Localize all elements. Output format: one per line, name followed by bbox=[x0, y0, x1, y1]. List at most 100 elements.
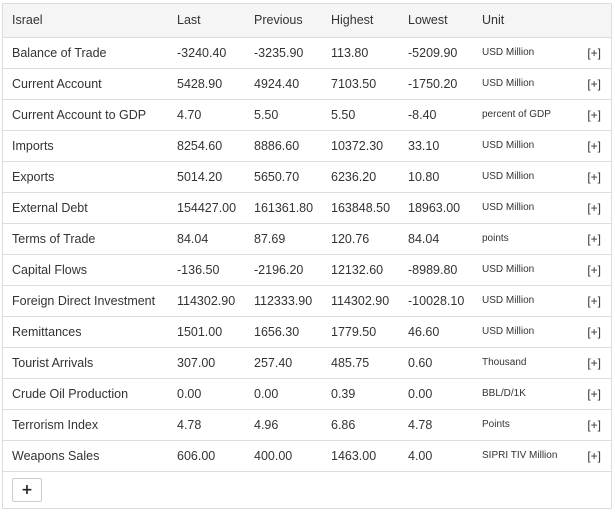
highest-value: 485.75 bbox=[322, 346, 399, 378]
unit-label: percent of GDP bbox=[473, 98, 561, 130]
expand-row-button[interactable]: [+] bbox=[561, 160, 611, 192]
lowest-value: 33.10 bbox=[399, 129, 473, 161]
unit-label: USD Million bbox=[473, 160, 561, 192]
expand-row-button[interactable]: [+] bbox=[561, 284, 611, 316]
previous-value: 257.40 bbox=[245, 346, 322, 378]
lowest-value: 46.60 bbox=[399, 315, 473, 347]
last-value: 154427.00 bbox=[168, 191, 245, 223]
highest-value: 6.86 bbox=[322, 408, 399, 440]
highest-value: 5.50 bbox=[322, 98, 399, 130]
header-last: Last bbox=[168, 4, 245, 38]
indicator-name[interactable]: Balance of Trade bbox=[12, 45, 107, 60]
unit-label: BBL/D/1K bbox=[473, 377, 561, 409]
previous-value: 400.00 bbox=[245, 439, 322, 471]
indicator-name[interactable]: Current Account bbox=[3, 67, 168, 99]
indicator-name[interactable]: Crude Oil Production bbox=[3, 377, 168, 409]
indicator-name[interactable]: Tourist Arrivals bbox=[3, 346, 168, 378]
header-previous: Previous bbox=[245, 4, 322, 38]
table-row: Current Account 5428.90 4924.40 7103.50 -175… bbox=[3, 67, 611, 99]
indicator-name[interactable]: Terrorism Index bbox=[3, 408, 168, 440]
lowest-value: -8.40 bbox=[399, 98, 473, 130]
lowest-value: 10.80 bbox=[399, 160, 473, 192]
expand-row-button[interactable]: [+] bbox=[561, 98, 611, 130]
lowest-value: 18963.00 bbox=[399, 191, 473, 223]
table-header-row: Israel Last Previous Highest Lowest Unit bbox=[3, 4, 611, 38]
indicator-name[interactable]: Weapons Sales bbox=[3, 439, 168, 471]
unit-label: USD Million bbox=[473, 129, 561, 161]
previous-value: 1656.30 bbox=[245, 315, 322, 347]
expand-row-button[interactable]: [+] bbox=[561, 439, 611, 471]
last-value: 5014.20 bbox=[168, 160, 245, 192]
table-row: Exports 5014.20 5650.70 6236.20 10.80 USD Mil… bbox=[3, 160, 611, 192]
indicator-name[interactable]: Terms of Trade bbox=[3, 222, 168, 254]
expand-row-button[interactable]: [+] bbox=[561, 253, 611, 285]
highest-value: 7103.50 bbox=[322, 67, 399, 99]
last-value: 4.78 bbox=[168, 408, 245, 440]
unit-label: points bbox=[473, 222, 561, 254]
unit-label: USD Million bbox=[482, 47, 535, 58]
highest-value: 1463.00 bbox=[322, 439, 399, 471]
table-row: Capital Flows -136.50 -2196.20 12132.60 -898… bbox=[3, 253, 611, 285]
highest-value: 0.39 bbox=[322, 377, 399, 409]
table-row: Crude Oil Production 0.00 0.00 0.39 0.00 BBL/… bbox=[3, 377, 611, 409]
indicators-table: Israel Last Previous Highest Lowest Unit… bbox=[3, 4, 611, 471]
expand-row-button[interactable]: [+] bbox=[561, 346, 611, 378]
last-value: 307.00 bbox=[168, 346, 245, 378]
header-expand bbox=[561, 4, 611, 38]
last-value: 5428.90 bbox=[168, 67, 245, 99]
unit-label: SIPRI TIV Million bbox=[473, 439, 561, 471]
expand-row-button[interactable]: [+] bbox=[561, 129, 611, 161]
indicator-name[interactable]: Current Account to GDP bbox=[3, 98, 168, 130]
table-row: Current Account to GDP 4.70 5.50 5.50 -8.40 p… bbox=[3, 98, 611, 130]
lowest-value: 4.78 bbox=[399, 408, 473, 440]
previous-value: 8886.60 bbox=[245, 129, 322, 161]
lowest-value: -10028.10 bbox=[399, 284, 473, 316]
expand-row-button[interactable]: [+] bbox=[561, 191, 611, 223]
indicator-name[interactable]: Imports bbox=[3, 129, 168, 161]
unit-label: Points bbox=[473, 408, 561, 440]
unit-label: USD Million bbox=[473, 315, 561, 347]
previous-value: 4924.40 bbox=[245, 67, 322, 99]
lowest-value: -8989.80 bbox=[399, 253, 473, 285]
previous-value: 5.50 bbox=[245, 98, 322, 130]
expand-row-button[interactable]: [+] bbox=[561, 222, 611, 254]
header-highest: Highest bbox=[322, 4, 399, 38]
lowest-value: 0.60 bbox=[399, 346, 473, 378]
highest-value: 120.76 bbox=[322, 222, 399, 254]
unit-label: USD Million bbox=[473, 67, 561, 99]
table-row: Terrorism Index 4.78 4.96 6.86 4.78 Points [+] bbox=[3, 408, 611, 440]
expand-row-button[interactable]: [+] bbox=[561, 315, 611, 347]
header-unit: Unit bbox=[473, 4, 561, 38]
expand-row-button[interactable]: [+] bbox=[587, 45, 601, 60]
expand-row-button[interactable]: [+] bbox=[561, 408, 611, 440]
header-lowest: Lowest bbox=[399, 4, 473, 38]
last-value: -136.50 bbox=[168, 253, 245, 285]
highest-value: 1779.50 bbox=[322, 315, 399, 347]
previous-value: 87.69 bbox=[245, 222, 322, 254]
lowest-value: 0.00 bbox=[399, 377, 473, 409]
highest-value: 6236.20 bbox=[322, 160, 399, 192]
add-indicator-button[interactable]: + bbox=[12, 478, 42, 502]
table-row: Balance of Trade -3240.40 -3235.90 113.80 -5… bbox=[3, 37, 611, 68]
indicator-name[interactable]: Exports bbox=[3, 160, 168, 192]
table-row: Weapons Sales 606.00 400.00 1463.00 4.00 SIPR… bbox=[3, 439, 611, 471]
lowest-value: -5209.90 bbox=[408, 45, 458, 60]
expand-row-button[interactable]: [+] bbox=[561, 377, 611, 409]
table-row: External Debt 154427.00 161361.80 163848.50… bbox=[3, 191, 611, 223]
indicator-name[interactable]: Foreign Direct Investment bbox=[3, 284, 168, 316]
lowest-value: 84.04 bbox=[399, 222, 473, 254]
table-row: Terms of Trade 84.04 87.69 120.76 84.04 point… bbox=[3, 222, 611, 254]
expand-row-button[interactable]: [+] bbox=[561, 67, 611, 99]
previous-value: -3235.90 bbox=[254, 45, 304, 60]
highest-value: 163848.50 bbox=[322, 191, 399, 223]
indicator-name[interactable]: Remittances bbox=[3, 315, 168, 347]
unit-label: USD Million bbox=[473, 191, 561, 223]
previous-value: -2196.20 bbox=[245, 253, 322, 285]
highest-value: 113.80 bbox=[331, 45, 369, 60]
lowest-value: -1750.20 bbox=[399, 67, 473, 99]
last-value: 1501.00 bbox=[168, 315, 245, 347]
table-row: Tourist Arrivals 307.00 257.40 485.75 0.60 Th… bbox=[3, 346, 611, 378]
indicator-name[interactable]: Capital Flows bbox=[3, 253, 168, 285]
previous-value: 4.96 bbox=[245, 408, 322, 440]
indicator-name[interactable]: External Debt bbox=[3, 191, 168, 223]
